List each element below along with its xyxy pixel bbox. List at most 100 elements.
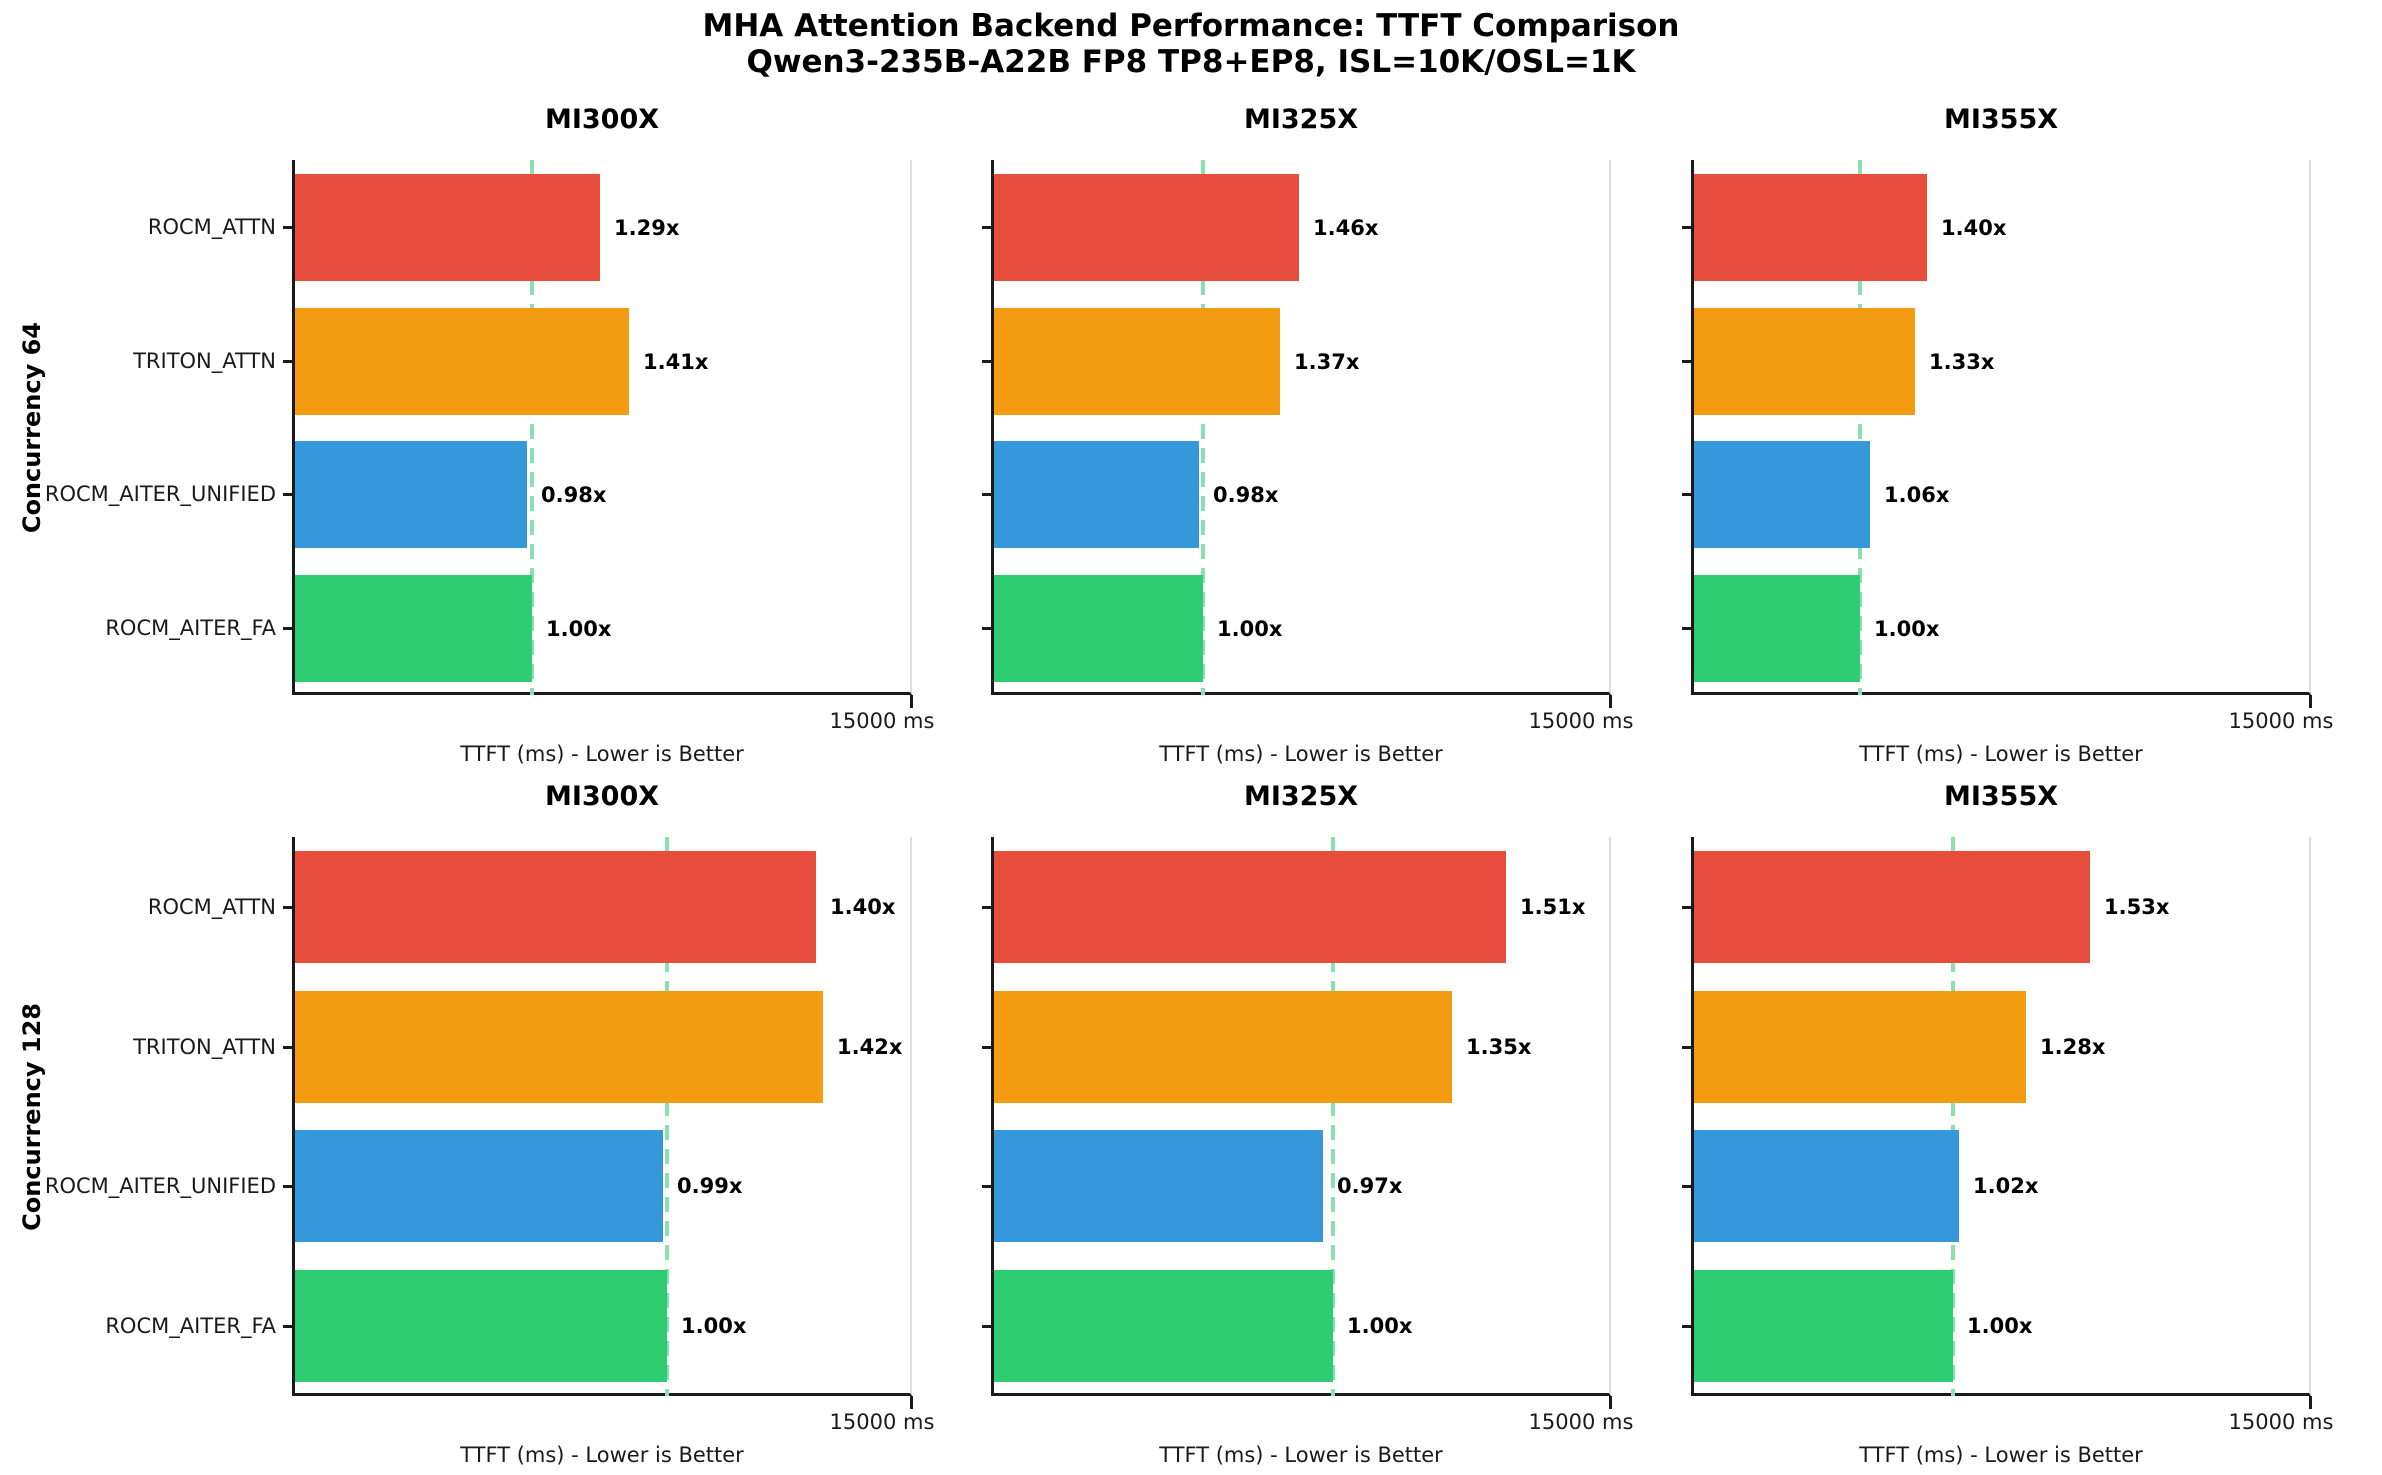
bar-rocm_aiter_unified [1694, 441, 1870, 548]
bar-rocm_aiter_unified [994, 441, 1199, 548]
y-tick-mark [1682, 360, 1691, 363]
category-label-rocm_attn: ROCM_ATTN [147, 895, 276, 919]
subplot-title-mi325x: MI325X [1243, 781, 1359, 812]
x-tick-mark [910, 695, 913, 708]
bar-value-label: 1.28x [2040, 1035, 2106, 1059]
y-tick-mark [1682, 627, 1691, 630]
bar-value-label: 1.41x [643, 349, 709, 374]
category-label-rocm_aiter_fa: ROCM_AITER_FA [105, 1314, 276, 1338]
bar-rocm_aiter_fa [994, 1270, 1333, 1382]
y-tick-mark [982, 1046, 991, 1049]
bar-triton_attn [295, 308, 629, 415]
bar-rocm_aiter_fa [1694, 575, 1860, 682]
bar-rocm_aiter_fa [1694, 1270, 1953, 1382]
bar-triton_attn [994, 991, 1452, 1103]
y-tick-mark [1682, 1046, 1691, 1049]
bar-rocm_aiter_fa [295, 575, 532, 682]
bar-rocm_aiter_unified [295, 1130, 663, 1242]
x-axis-label: TTFT (ms) - Lower is Better [460, 742, 744, 766]
bar-triton_attn [994, 308, 1280, 415]
bar-value-label: 0.97x [1337, 1174, 1403, 1198]
bar-rocm_aiter_unified [1694, 1130, 1959, 1242]
y-tick-mark [283, 1046, 292, 1049]
x-tick-label: 15000 ms [1528, 709, 1634, 733]
y-tick-mark [1682, 1185, 1691, 1188]
x-tick-label: 15000 ms [2228, 709, 2334, 733]
y-tick-mark [982, 493, 991, 496]
figure-title-line2: Qwen3-235B-A22B FP8 TP8+EP8, ISL=10K/OSL… [746, 44, 1636, 80]
bar-value-label: 1.53x [2104, 895, 2170, 919]
bar-rocm_aiter_unified [994, 1130, 1323, 1242]
category-label-rocm_aiter_unified: ROCM_AITER_UNIFIED [44, 482, 276, 506]
category-label-rocm_aiter_unified: ROCM_AITER_UNIFIED [44, 1174, 276, 1198]
x-axis-label: TTFT (ms) - Lower is Better [1859, 1443, 2143, 1467]
baseline-dashed-line [530, 160, 534, 695]
x-tick-mark [910, 1396, 913, 1409]
y-tick-mark [982, 627, 991, 630]
bar-value-label: 0.99x [677, 1174, 743, 1198]
bar-rocm_attn [1694, 851, 2090, 963]
y-tick-mark [982, 906, 991, 909]
x-tick-mark [2309, 1396, 2312, 1409]
y-tick-mark [283, 360, 292, 363]
axes-r0-c1: 1.46x 1.37x 0.98x 1.00x [991, 160, 1611, 695]
y-tick-mark [1682, 493, 1691, 496]
bar-rocm_attn [994, 174, 1299, 281]
figure-title: MHA Attention Backend Performance: TTFT … [0, 8, 2382, 80]
baseline-dashed-line [1201, 160, 1205, 695]
y-tick-mark [1682, 1325, 1691, 1328]
y-tick-mark [982, 226, 991, 229]
category-label-triton_attn: TRITON_ATTN [133, 349, 276, 373]
category-label-rocm_attn: ROCM_ATTN [147, 215, 276, 239]
y-tick-mark [1682, 906, 1691, 909]
bar-value-label: 1.00x [1347, 1314, 1413, 1338]
bar-rocm_aiter_fa [994, 575, 1203, 682]
category-label-triton_attn: TRITON_ATTN [133, 1035, 276, 1059]
x-axis-label: TTFT (ms) - Lower is Better [1159, 1443, 1443, 1467]
y-tick-mark [982, 1185, 991, 1188]
bar-triton_attn [1694, 308, 1915, 415]
y-tick-mark [283, 493, 292, 496]
axes-r1-c0: 1.40x 1.42x 0.99x 1.00x [292, 837, 912, 1396]
bar-rocm_attn [295, 851, 816, 963]
bar-rocm_aiter_unified [295, 441, 527, 548]
bar-value-label: 1.00x [1874, 616, 1940, 641]
y-tick-mark [283, 906, 292, 909]
bar-triton_attn [1694, 991, 2026, 1103]
baseline-dashed-line [1951, 837, 1955, 1396]
x-axis-label: TTFT (ms) - Lower is Better [460, 1443, 744, 1467]
axes-r0-c2: 1.40x 1.33x 1.06x 1.00x [1691, 160, 2311, 695]
baseline-dashed-line [1331, 837, 1335, 1396]
axes-r1-c1: 1.51x 1.35x 0.97x 1.00x [991, 837, 1611, 1396]
bar-value-label: 1.06x [1884, 482, 1950, 507]
figure-title-line1: MHA Attention Backend Performance: TTFT … [702, 8, 1680, 44]
y-tick-mark [283, 1185, 292, 1188]
y-tick-mark [982, 360, 991, 363]
bar-value-label: 1.00x [681, 1314, 747, 1338]
x-tick-mark [2309, 695, 2312, 708]
x-axis-label: TTFT (ms) - Lower is Better [1859, 742, 2143, 766]
bar-rocm_attn [994, 851, 1506, 963]
x-tick-label: 15000 ms [829, 709, 935, 733]
bar-value-label: 0.98x [1213, 482, 1279, 507]
bar-rocm_attn [295, 174, 600, 281]
baseline-dashed-line [665, 837, 669, 1396]
subplot-title-mi325x: MI325X [1243, 104, 1359, 135]
y-tick-mark [982, 1325, 991, 1328]
bar-value-label: 1.00x [546, 616, 612, 641]
bar-triton_attn [295, 991, 823, 1103]
bar-value-label: 1.51x [1520, 895, 1586, 919]
bar-value-label: 1.46x [1313, 215, 1379, 240]
bar-value-label: 1.37x [1294, 349, 1360, 374]
x-axis-label: TTFT (ms) - Lower is Better [1159, 742, 1443, 766]
subplot-title-mi355x: MI355X [1943, 781, 2059, 812]
y-tick-mark [283, 627, 292, 630]
bar-value-label: 1.02x [1973, 1174, 2039, 1198]
y-tick-mark [283, 226, 292, 229]
x-tick-label: 15000 ms [2228, 1410, 2334, 1434]
bar-value-label: 1.40x [830, 895, 896, 919]
bar-value-label: 1.00x [1967, 1314, 2033, 1338]
axes-r0-c0: 1.29x 1.41x 0.98x 1.00x [292, 160, 912, 695]
bar-value-label: 1.35x [1466, 1035, 1532, 1059]
